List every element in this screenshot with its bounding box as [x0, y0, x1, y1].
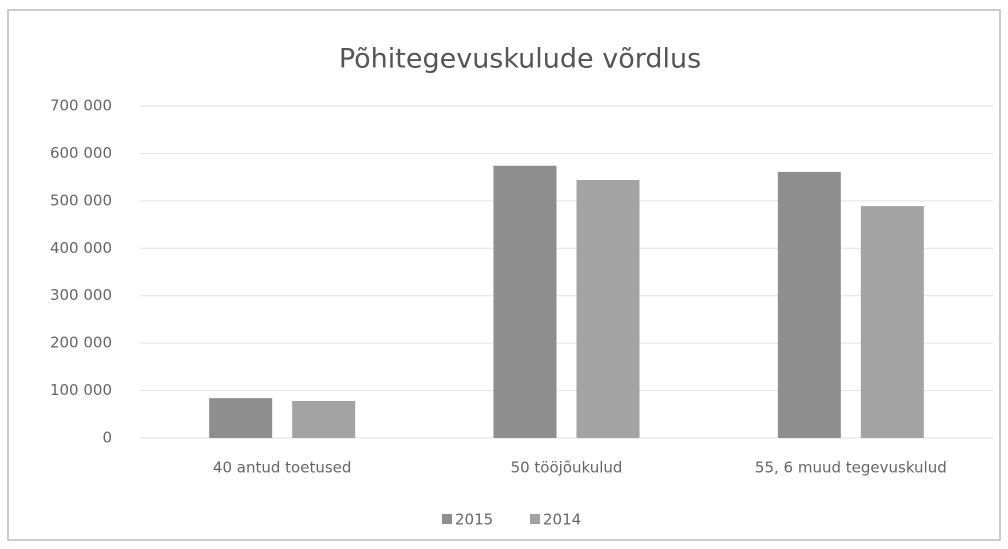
legend-label: 2015: [455, 511, 493, 529]
y-tick-label: 300 000: [50, 286, 112, 304]
bar: [777, 171, 841, 438]
legend-swatch: [442, 514, 452, 524]
bar: [209, 398, 273, 438]
bar: [292, 401, 356, 438]
legend-label: 2014: [543, 511, 581, 529]
y-tick-label: 700 000: [50, 97, 112, 115]
legend-swatch: [530, 514, 540, 524]
x-tick-label: 55, 6 muud tegevuskulud: [755, 459, 947, 477]
y-tick-label: 200 000: [50, 334, 112, 352]
y-tick-label: 100 000: [50, 381, 112, 399]
bar: [493, 165, 557, 438]
bar: [860, 206, 924, 438]
y-tick-label: 500 000: [50, 191, 112, 209]
bar: [576, 179, 640, 438]
y-tick-label: 0: [102, 429, 112, 447]
y-tick-label: 400 000: [50, 239, 112, 257]
chart-title: Põhitegevuskulude võrdlus: [339, 44, 701, 75]
x-tick-label: 50 tööjõukulud: [511, 459, 623, 477]
y-tick-label: 600 000: [50, 144, 112, 162]
x-tick-label: 40 antud toetused: [213, 459, 351, 477]
